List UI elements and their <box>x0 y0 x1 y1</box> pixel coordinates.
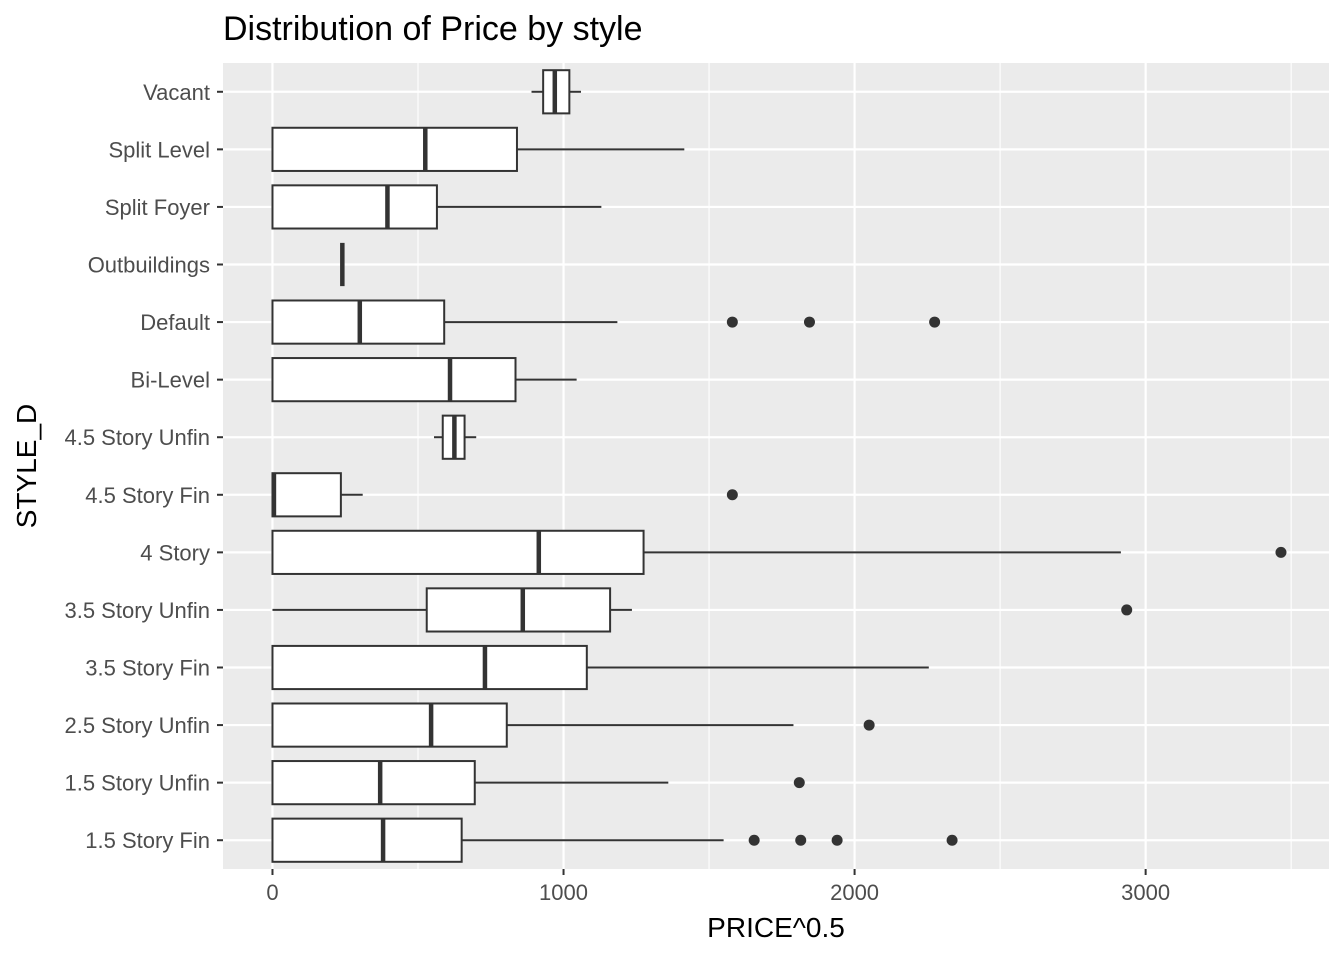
outlier-point <box>793 777 805 789</box>
x-tick-label: 1000 <box>539 880 588 905</box>
box-4-5-story-unfin <box>434 414 477 460</box>
y-tick-label: Split Foyer <box>105 195 210 220</box>
outlier-point <box>795 834 807 846</box>
x-tick-label: 2000 <box>830 880 879 905</box>
x-axis: 0 1000 2000 3000 <box>266 869 1170 905</box>
x-axis-title: PRICE^0.5 <box>707 912 845 943</box>
iqr-box <box>271 184 438 230</box>
iqr-box <box>271 644 588 691</box>
outlier-point <box>726 489 738 501</box>
x-tick-label: 0 <box>266 880 278 905</box>
y-tick-label: 1.5 Story Unfin <box>64 771 210 796</box>
y-axis: Vacant Split Level Split Foyer Outbuildings… <box>64 80 223 853</box>
box-split-level <box>271 126 685 172</box>
y-tick-label: 2.5 Story Unfin <box>64 713 210 738</box>
iqr-box <box>271 817 463 863</box>
box-3-5-story-fin <box>271 644 929 691</box>
boxes <box>271 69 1287 863</box>
outlier-point <box>803 316 815 328</box>
iqr-box <box>425 587 612 633</box>
y-tick-label: Split Level <box>108 137 210 162</box>
box-4-5-story-fin <box>271 472 738 518</box>
box-1-5-story-fin <box>271 817 958 863</box>
iqr-box <box>271 702 508 748</box>
iqr-box <box>271 760 476 806</box>
iqr-box <box>271 357 517 403</box>
y-tick-label: 3.5 Story Fin <box>85 656 210 681</box>
y-tick-label: 3.5 Story Unfin <box>64 598 210 623</box>
y-axis-title: STYLE_D <box>11 404 42 529</box>
outlier-point <box>726 316 738 328</box>
outlier-point <box>946 834 958 846</box>
outlier-point <box>1121 604 1133 616</box>
y-tick-label: 1.5 Story Fin <box>85 828 210 853</box>
iqr-box <box>271 529 645 575</box>
box-bi-level <box>271 357 577 403</box>
y-tick-label: Vacant <box>143 80 210 105</box>
outlier-point <box>748 834 760 846</box>
box-3-5-story-unfin <box>272 587 1133 633</box>
box-vacant <box>531 69 581 115</box>
y-tick-label: 4 Story <box>140 540 210 565</box>
box-4-story <box>271 529 1287 575</box>
y-tick-label: 4.5 Story Unfin <box>64 425 210 450</box>
outlier-point <box>863 719 875 731</box>
iqr-box <box>271 472 342 518</box>
box-split-foyer <box>271 184 602 230</box>
outlier-point <box>1275 546 1287 558</box>
plot-panel <box>223 63 1329 869</box>
chart-title: Distribution of Price by style <box>223 10 643 48</box>
x-tick-label: 3000 <box>1121 880 1170 905</box>
outlier-point <box>831 834 843 846</box>
iqr-box <box>271 126 518 172</box>
box-1-5-story-unfin <box>271 760 805 806</box>
y-tick-label: 4.5 Story Fin <box>85 483 210 508</box>
outlier-point <box>929 316 941 328</box>
box-2-5-story-unfin <box>271 702 875 748</box>
y-tick-label: Outbuildings <box>88 253 210 278</box>
box-default <box>271 299 941 345</box>
y-tick-label: Default <box>140 310 210 335</box>
y-tick-label: Bi-Level <box>131 368 210 393</box>
